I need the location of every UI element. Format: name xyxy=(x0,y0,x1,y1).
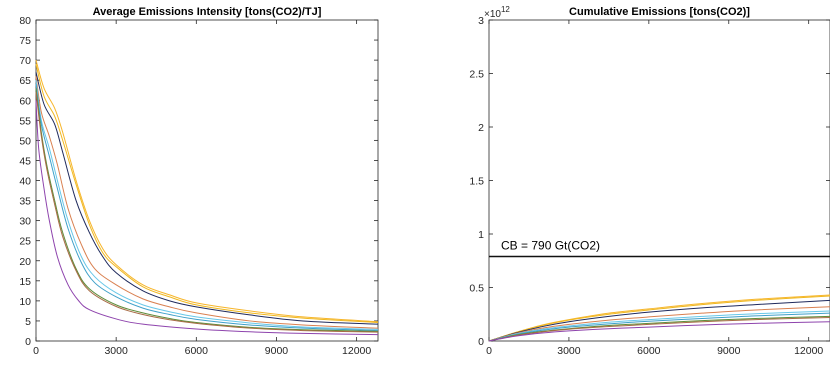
x-tick-label: 9000 xyxy=(717,345,741,357)
series-line-2 xyxy=(35,64,379,324)
y-exponent-base: ×10 xyxy=(484,9,501,20)
y-tick-label: 30 xyxy=(19,216,31,228)
x-tick-label: 0 xyxy=(486,345,492,357)
y-tick-label: 75 xyxy=(19,35,31,47)
y-tick-label: 0 xyxy=(25,336,31,348)
x-tick-label: 3000 xyxy=(557,345,581,357)
y-tick-label: 20 xyxy=(19,256,31,268)
x-tick-label: 3000 xyxy=(104,345,128,357)
y-exponent-label: ×1012 xyxy=(484,5,510,20)
y-tick-label: 50 xyxy=(19,135,31,147)
y-tick-label: 65 xyxy=(19,75,31,87)
series-line-4 xyxy=(488,306,830,342)
series-line-8 xyxy=(35,92,379,333)
panel-emissions-intensity: Average Emissions Intensity [tons(CO2)/T… xyxy=(19,6,379,357)
chart-title: Cumulative Emissions [tons(CO2)] xyxy=(569,6,750,18)
y-exponent-power: 12 xyxy=(501,5,510,14)
chart-title: Average Emissions Intensity [tons(CO2)/T… xyxy=(93,6,322,18)
series-line-7 xyxy=(488,315,830,342)
y-tick-label: 0 xyxy=(478,336,484,348)
y-tick-label: 0.5 xyxy=(469,283,484,295)
x-tick-label: 6000 xyxy=(637,345,661,357)
carbon-budget-label: CB = 790 Gt(CO2) xyxy=(501,238,600,252)
series-line-3 xyxy=(488,299,830,342)
y-tick-label: 5 xyxy=(25,316,31,328)
x-tick-label: 12000 xyxy=(794,345,823,357)
y-tick-label: 1 xyxy=(478,229,484,241)
series-line-3 xyxy=(35,72,379,325)
y-tick-label: 1.5 xyxy=(469,176,484,188)
series-line-1 xyxy=(35,59,379,323)
axes-box xyxy=(488,19,830,342)
series-line-9 xyxy=(488,321,830,342)
y-tick-label: 70 xyxy=(19,55,31,67)
x-tick-label: 0 xyxy=(33,345,39,357)
y-tick-label: 35 xyxy=(19,196,31,208)
y-tick-label: 25 xyxy=(19,236,31,248)
series-line-4 xyxy=(35,76,379,329)
y-tick-label: 15 xyxy=(19,276,31,288)
series-line-5 xyxy=(488,310,830,342)
y-tick-label: 10 xyxy=(19,296,31,308)
y-tick-label: 60 xyxy=(19,95,31,107)
axes-box xyxy=(35,19,379,342)
series-line-2 xyxy=(488,295,830,342)
series-line-6 xyxy=(35,84,379,332)
y-tick-label: 55 xyxy=(19,115,31,127)
y-tick-label: 40 xyxy=(19,176,31,188)
series-line-9 xyxy=(35,100,379,336)
y-tick-label: 45 xyxy=(19,155,31,167)
y-tick-label: 2 xyxy=(478,122,484,134)
series-line-5 xyxy=(35,80,379,330)
panel-cumulative-emissions: Cumulative Emissions [tons(CO2)] 0 0.5 1 1.5… xyxy=(469,5,830,357)
y-tick-label: 80 xyxy=(19,15,31,27)
x-tick-label: 12000 xyxy=(342,345,371,357)
y-tick-label: 2.5 xyxy=(469,69,484,81)
series-line-6 xyxy=(488,312,830,342)
series-line-7 xyxy=(35,88,379,332)
x-tick-label: 6000 xyxy=(185,345,209,357)
x-tick-label: 9000 xyxy=(265,345,289,357)
y-tick-label: 3 xyxy=(478,15,484,27)
series-line-8 xyxy=(488,316,830,342)
